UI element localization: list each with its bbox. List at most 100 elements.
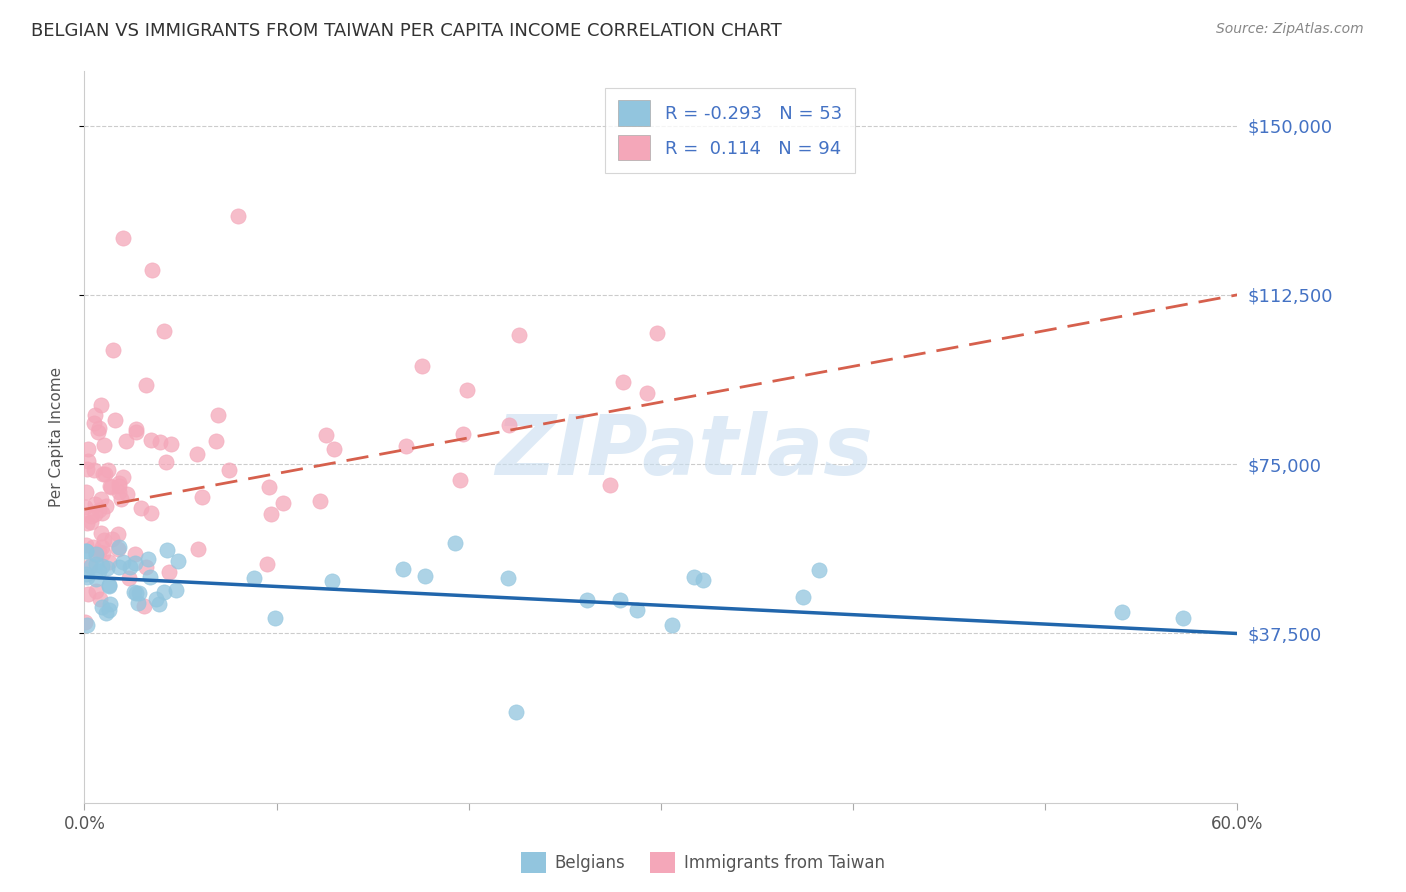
Point: [411, 359, 433, 374]
Point: [87, 425, 110, 440]
Point: [124, 425, 146, 439]
Point: [75, 538, 97, 552]
Point: [111, 470, 134, 484]
Point: [107, 476, 129, 491]
Point: [808, 563, 831, 577]
Point: [165, 583, 187, 598]
Point: [80, 558, 103, 573]
Point: [91, 600, 114, 615]
Point: [115, 434, 138, 449]
Point: [612, 375, 634, 389]
Point: [1171, 611, 1194, 625]
Point: [264, 610, 287, 624]
Point: [124, 547, 146, 561]
Point: [124, 422, 146, 436]
Point: [148, 597, 170, 611]
Point: [321, 574, 343, 588]
Point: [80, 508, 103, 523]
Point: [139, 506, 162, 520]
Point: [110, 491, 132, 506]
Point: [391, 562, 413, 576]
Point: [256, 557, 278, 571]
Point: [260, 507, 283, 521]
Point: [451, 426, 474, 441]
Point: [135, 378, 157, 392]
Point: [98, 603, 121, 617]
Point: [207, 408, 229, 422]
Point: [93, 533, 115, 547]
Point: [90, 526, 112, 541]
Point: [692, 573, 714, 587]
Point: [84, 557, 107, 571]
Point: [120, 560, 142, 574]
Point: [91, 467, 114, 482]
Point: [98, 578, 121, 592]
Point: [82, 540, 104, 554]
Point: [599, 477, 621, 491]
Point: [104, 413, 127, 427]
Point: [98, 597, 121, 611]
Point: [187, 542, 209, 557]
Point: [498, 418, 520, 433]
Point: [505, 706, 527, 720]
Point: [508, 328, 530, 343]
Point: [134, 599, 156, 613]
Point: [456, 383, 478, 397]
Point: [127, 596, 149, 610]
Point: [156, 543, 179, 558]
Point: [98, 578, 121, 592]
Point: [90, 506, 112, 520]
Point: [97, 463, 120, 477]
Y-axis label: Per Capita Income: Per Capita Income: [49, 367, 63, 508]
Text: ZIPatlas: ZIPatlas: [495, 411, 873, 492]
Point: [626, 603, 648, 617]
Point: [83, 416, 105, 430]
Point: [153, 584, 176, 599]
Point: [115, 487, 138, 501]
Point: [80, 515, 103, 529]
Point: [75, 544, 97, 558]
Point: [160, 436, 183, 450]
Point: [136, 552, 159, 566]
Point: [93, 437, 115, 451]
Point: [205, 434, 228, 449]
Point: [636, 386, 658, 401]
Point: [243, 571, 266, 585]
Point: [87, 503, 110, 517]
Point: [157, 565, 180, 579]
Point: [84, 584, 107, 599]
Point: [111, 231, 134, 245]
Point: [77, 442, 100, 457]
Point: [257, 480, 280, 494]
Point: [661, 618, 683, 632]
Point: [645, 326, 668, 340]
Point: [108, 479, 131, 493]
Point: [309, 494, 332, 508]
Legend: R = -0.293   N = 53, R =  0.114   N = 94: R = -0.293 N = 53, R = 0.114 N = 94: [605, 87, 855, 173]
Point: [166, 554, 188, 568]
Point: [118, 571, 141, 585]
Point: [576, 593, 599, 607]
Point: [89, 564, 111, 578]
Point: [498, 571, 520, 585]
Point: [122, 584, 145, 599]
Point: [90, 398, 112, 412]
Point: [186, 446, 208, 460]
Point: [94, 500, 117, 514]
Point: [98, 479, 121, 493]
Point: [90, 491, 112, 506]
Point: [101, 343, 124, 357]
Point: [75, 544, 97, 558]
Point: [145, 591, 167, 606]
Point: [271, 496, 294, 510]
Legend: Belgians, Immigrants from Taiwan: Belgians, Immigrants from Taiwan: [515, 846, 891, 880]
Point: [87, 545, 110, 559]
Point: [444, 536, 467, 550]
Point: [155, 455, 177, 469]
Point: [91, 540, 114, 554]
Point: [191, 490, 214, 504]
Point: [131, 500, 153, 515]
Point: [124, 557, 146, 571]
Point: [315, 428, 337, 442]
Point: [86, 547, 108, 561]
